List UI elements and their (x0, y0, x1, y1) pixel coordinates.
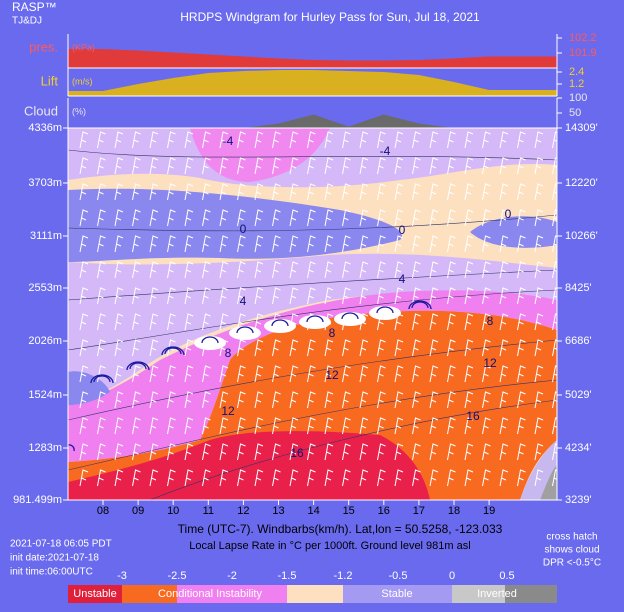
note: DPR <-0.5°C (543, 558, 601, 569)
height-label-ft: 8425' (565, 282, 592, 294)
x-tick-label: 12 (237, 505, 249, 517)
panel-label: Cloud (24, 103, 58, 118)
x-tick-label: 15 (343, 505, 355, 517)
height-label-ft: 5029' (565, 389, 592, 401)
contour-label: -4 (380, 144, 391, 158)
contour-label: 8 (225, 346, 232, 360)
subtitle: Local Lapse Rate in °C per 1000ft. Groun… (189, 540, 470, 552)
y-tick-label: 102.2 (569, 32, 597, 44)
contour-label: 12 (325, 368, 339, 382)
panel-unit: (%) (72, 106, 86, 116)
contour-label: 12 (483, 356, 497, 370)
height-label-ft: 3239' (565, 494, 592, 506)
legend-swatch (177, 585, 287, 603)
clouds (194, 306, 401, 350)
contour-label: 16 (290, 446, 304, 460)
legend-tick-label: -2.5 (168, 570, 187, 582)
contour-label: 0 (399, 223, 406, 237)
cloud-markers (68, 300, 432, 452)
x-tick-label: 17 (413, 505, 425, 517)
note: shows cloud (544, 545, 599, 556)
legend-tick-label: -1.2 (334, 570, 353, 582)
brand: RASP™ (12, 0, 57, 14)
height-label-ft: 10266' (565, 230, 598, 242)
legend-label: Unstable (73, 588, 116, 600)
legend-tick-label: -3 (117, 570, 127, 582)
area (68, 49, 557, 68)
contour-label: 4 (399, 272, 406, 286)
legend-swatch (505, 585, 557, 603)
x-tick-label: 13 (272, 505, 284, 517)
height-label-ft: 14309' (565, 122, 598, 134)
init-time: init time:06:00UTC (10, 567, 93, 578)
legend-label: Stable (381, 588, 412, 600)
authors: TJ&DJ (12, 16, 42, 27)
height-label-m: 4336m (28, 122, 62, 134)
panel-unit: (m/s) (72, 76, 93, 86)
height-label-ft: 12220' (565, 177, 598, 189)
legend-tick-label: 0 (449, 570, 455, 582)
panel-label: pres. (29, 39, 58, 54)
contour-label: 16 (466, 409, 480, 423)
legend-tick-label: 0.5 (499, 570, 514, 582)
contour-label: 12 (221, 404, 235, 418)
note: cross hatch (546, 532, 597, 543)
y-tick-label: 100 (569, 92, 587, 104)
y-tick-label: 50 (569, 107, 581, 119)
height-label-ft: 4234' (565, 442, 592, 454)
legend-swatch (122, 585, 177, 603)
legend: Unstable Conditional Instability Stable … (68, 585, 557, 603)
legend-label: Inverted (477, 588, 517, 600)
legend-swatch (343, 585, 452, 603)
legend-tick-label: -2 (227, 570, 237, 582)
contour-label: -4 (223, 134, 234, 148)
x-tick-label: 08 (97, 505, 109, 517)
x-tick-label: 16 (378, 505, 390, 517)
issued: 2021-07-18 06:05 PDT (10, 539, 112, 550)
contour-label: 4 (240, 294, 247, 308)
height-label-m: 1524m (28, 389, 62, 401)
region (68, 128, 557, 188)
region (540, 465, 557, 500)
height-label-m: 2026m (28, 335, 62, 347)
y-tick-label: 2.4 (569, 66, 584, 78)
legend-swatch (287, 585, 343, 603)
height-label-ft: 6686' (565, 335, 592, 347)
x-tick-label: 19 (483, 505, 495, 517)
contour-label: 8 (329, 326, 336, 340)
x-tick-label: 14 (307, 505, 319, 517)
x-tick-label: 10 (167, 505, 179, 517)
wind-barbs (79, 131, 557, 487)
panel-label: Lift (41, 73, 59, 88)
area (68, 70, 557, 96)
x-tick-label: 18 (448, 505, 460, 517)
legend-swatch (68, 585, 122, 603)
height-label-m: 1283m (28, 442, 62, 454)
y-tick-label: 101.9 (569, 47, 597, 59)
contour-lines (68, 149, 557, 500)
y-tick-label: 1.2 (569, 78, 584, 90)
x-tick-label: 11 (203, 505, 214, 517)
legend-tick-label: -1.5 (278, 570, 297, 582)
title: HRDPS Windgram for Hurley Pass for Sun, … (180, 10, 480, 24)
height-label-m: 3111m (30, 230, 62, 242)
height-label-m: 2553m (28, 282, 62, 294)
panel-unit: (KPa) (72, 42, 95, 52)
x-axis-label: Time (UTC-7). Windbarbs(km/h). Lat,lon =… (178, 522, 503, 536)
init-date: init date:2021-07-18 (10, 553, 99, 564)
contour-label: 0 (505, 207, 512, 221)
contour-label: 0 (240, 222, 247, 236)
height-label-m: 981.499m (13, 494, 62, 506)
lapse-rate-field (68, 128, 557, 500)
contour-label: 8 (487, 314, 494, 328)
x-tick-label: 09 (132, 505, 144, 517)
legend-tick-label: -0.5 (389, 570, 408, 582)
area (68, 114, 557, 128)
legend-label: Conditional Instability (158, 588, 262, 600)
height-label-m: 3703m (28, 177, 62, 189)
